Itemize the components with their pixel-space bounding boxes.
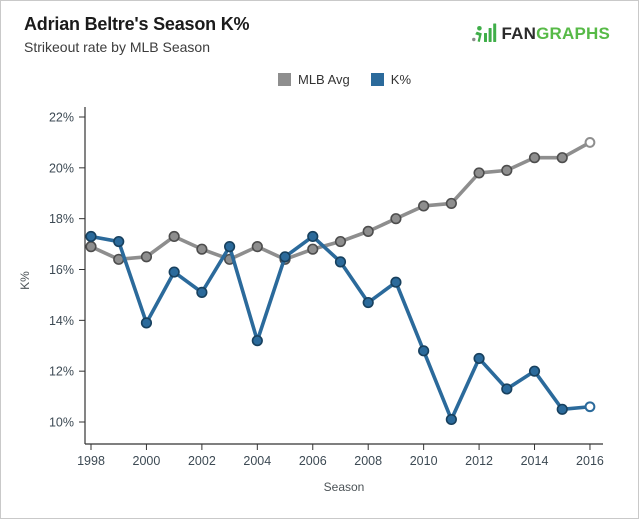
k-point-2015 <box>556 403 568 415</box>
y-tick-label: 18% <box>49 212 74 226</box>
k-point-1998 <box>85 230 97 243</box>
chart-header: Adrian Beltre's Season K% Strikeout rate… <box>24 14 250 55</box>
x-tick-label: 2016 <box>576 454 604 468</box>
k-point-2006 <box>307 230 319 243</box>
mlb-avg-point-2011 <box>445 197 457 210</box>
x-tick-label: 2006 <box>299 454 327 468</box>
legend-label-k-pct: K% <box>390 72 412 87</box>
mlb-avg-point-2004 <box>251 241 263 253</box>
k-point-2003 <box>224 241 236 253</box>
y-tick-label: 22% <box>49 111 74 125</box>
logo-text-fan: FAN <box>501 24 537 43</box>
x-tick-label: 2004 <box>243 454 271 468</box>
mlb-avg-point-2013 <box>501 164 513 176</box>
k-point-2001 <box>168 266 180 278</box>
legend-item-k-pct[interactable]: K% <box>370 72 412 87</box>
mlb-avg-point-2008 <box>362 225 374 237</box>
y-tick-label: 20% <box>49 161 74 175</box>
k-point-2007 <box>334 256 347 268</box>
page-subtitle: Strikeout rate by MLB Season <box>24 39 210 55</box>
k-point-2014 <box>528 365 541 377</box>
fangraphs-logo-icon <box>472 23 497 42</box>
k-point-1999 <box>113 235 125 248</box>
k-point-2004 <box>251 335 263 347</box>
k-point-2008 <box>362 296 374 309</box>
x-tick-label: 2010 <box>410 454 438 468</box>
y-tick-label: 10% <box>49 416 74 430</box>
mlb-avg-point-2009 <box>390 213 402 225</box>
mlb-avg-point-2001 <box>168 230 180 243</box>
y-tick-label: 12% <box>49 365 74 379</box>
x-tick-label: 2008 <box>354 454 382 468</box>
mlb-avg-point-2002 <box>196 243 208 255</box>
page-title: Adrian Beltre's Season K% <box>24 14 250 34</box>
chart-legend: MLB Avg K% <box>26 72 638 87</box>
k-point-2013 <box>501 383 513 395</box>
mlb-avg-point-2014 <box>528 152 541 164</box>
k-point-2011 <box>445 413 457 426</box>
mlb-avg-point-2006 <box>307 243 319 255</box>
k-point-2002 <box>196 286 208 298</box>
y-tick-label: 16% <box>49 263 74 277</box>
line-chart: 10% 12% 14% 16% 18% 20% 22% 1998 2000 2002 2004 200… <box>18 107 604 494</box>
x-axis-title: Season <box>324 480 365 494</box>
x-tick-label: 2000 <box>133 454 161 468</box>
legend-item-mlb-avg[interactable]: MLB Avg <box>277 72 350 87</box>
x-tick-label: 2002 <box>188 454 216 468</box>
mlb-avg-point-1998 <box>85 241 97 253</box>
k-point-2016 <box>584 401 596 413</box>
k-point-2010 <box>418 345 430 357</box>
mlb-avg-point-2015 <box>556 152 568 164</box>
mlb-avg-point-2012 <box>473 167 485 179</box>
x-tick-label: 2014 <box>521 454 549 468</box>
k-point-2005 <box>279 251 291 263</box>
logo-text-graphs: GRAPHS <box>536 24 610 43</box>
y-axis-title: K% <box>18 271 32 290</box>
y-tick-label: 14% <box>49 314 74 328</box>
mlb-avg-point-2007 <box>334 235 347 248</box>
k-point-2012 <box>473 352 485 365</box>
fangraphs-logo: FANGRAPHS <box>472 23 610 45</box>
k-point-2009 <box>390 276 402 288</box>
legend-swatch-mlb-avg <box>277 73 291 86</box>
legend-swatch-k-pct <box>370 73 384 86</box>
mlb-avg-point-2000 <box>140 251 153 263</box>
k-point-2000 <box>140 317 153 329</box>
legend-label-mlb-avg: MLB Avg <box>297 72 350 87</box>
x-tick-label: 1998 <box>77 454 105 468</box>
mlb-avg-point-2016 <box>584 137 596 148</box>
x-tick-label: 2012 <box>465 454 493 468</box>
mlb-avg-point-2010 <box>418 200 430 212</box>
